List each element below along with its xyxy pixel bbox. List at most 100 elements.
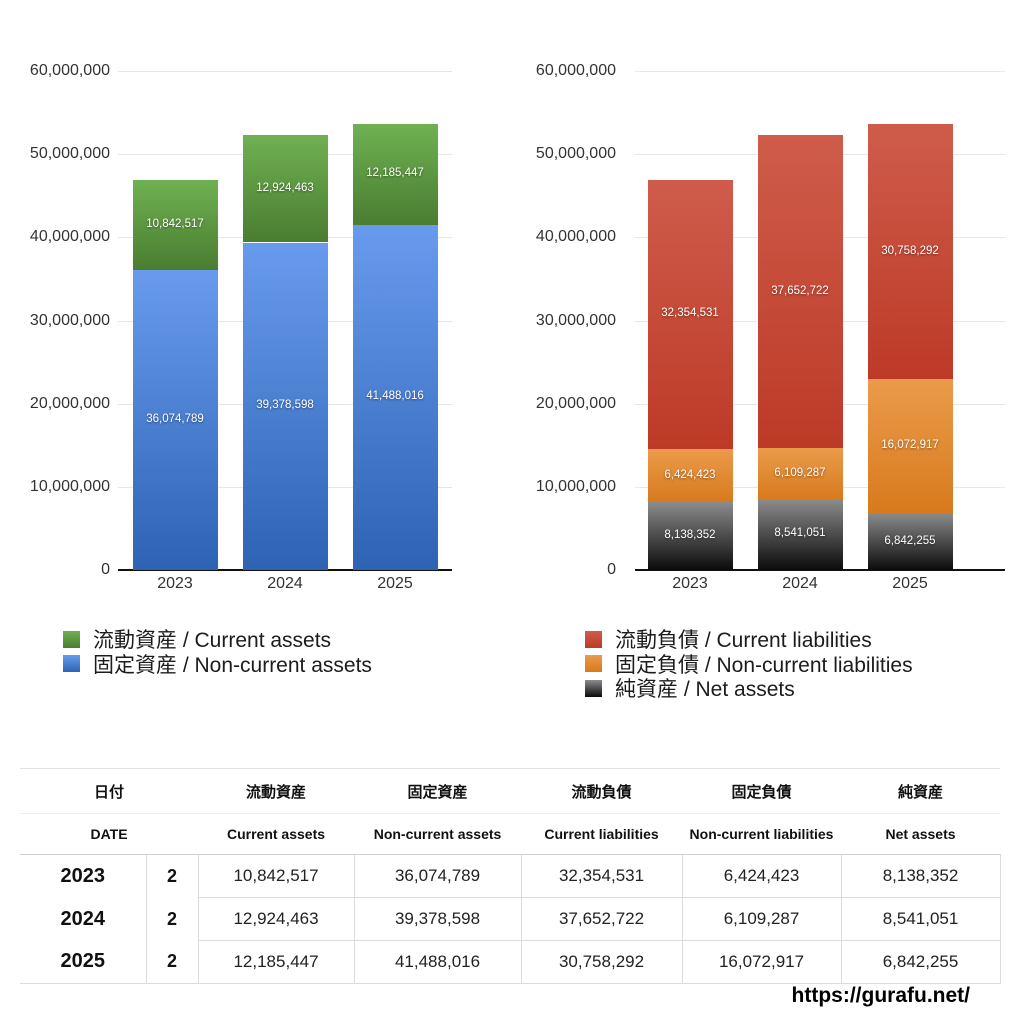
legend-color-swatch bbox=[585, 655, 602, 673]
en-header-cell: Current liabilities bbox=[521, 813, 683, 855]
bar-value-label: 6,424,423 bbox=[664, 468, 716, 481]
x-axis-category-label: 2024 bbox=[782, 575, 818, 592]
bar-segment bbox=[352, 123, 438, 225]
legend-item: 固定負債 / Non-current liabilities bbox=[585, 653, 913, 677]
jp-header-cell: 流動資産 bbox=[198, 768, 355, 814]
legend-color-swatch bbox=[63, 630, 80, 648]
legend-item: 固定資産 / Non-current assets bbox=[63, 653, 372, 677]
bar-value-label: 12,924,463 bbox=[256, 181, 314, 194]
value-cell: 37,652,722 bbox=[520, 897, 683, 941]
y-axis-tick-label: 0 bbox=[101, 561, 110, 578]
bar-segment bbox=[867, 123, 953, 380]
bar-value-label: 16,072,917 bbox=[881, 439, 939, 452]
year-cell: 2023 bbox=[60, 864, 106, 887]
bar-segment bbox=[757, 135, 843, 449]
bar-value-label: 10,842,517 bbox=[146, 217, 204, 230]
legend-label: 流動負債 / Current liabilities bbox=[615, 629, 872, 652]
value-cell: 8,138,352 bbox=[840, 854, 1001, 898]
value-cell: 8,541,051 bbox=[840, 897, 1001, 941]
en-header-cell: Non-current liabilities bbox=[682, 813, 842, 855]
value-cell: 10,842,517 bbox=[197, 854, 355, 898]
bar-value-label: 8,138,352 bbox=[664, 529, 716, 542]
year-cell: 2025 bbox=[60, 950, 106, 973]
value-cell: 6,424,423 bbox=[681, 854, 842, 898]
bar-segment bbox=[647, 502, 733, 570]
y-axis-tick-label: 10,000,000 bbox=[29, 477, 110, 495]
legend-color-swatch bbox=[63, 655, 80, 673]
bar-value-label: 37,652,722 bbox=[771, 284, 829, 297]
bar-value-label: 39,378,598 bbox=[256, 399, 314, 412]
x-axis-category-label: 2025 bbox=[892, 575, 928, 592]
count-cell: 2 bbox=[145, 940, 199, 984]
count-cell: 2 bbox=[145, 897, 199, 941]
y-axis-tick-label: 40,000,000 bbox=[29, 228, 110, 246]
bar-segment bbox=[867, 379, 953, 514]
legend-label: 固定負債 / Non-current liabilities bbox=[615, 653, 913, 677]
bar-value-label: 30,758,292 bbox=[881, 244, 939, 257]
year-cell: 2024 bbox=[60, 907, 106, 930]
y-axis-tick-label: 30,000,000 bbox=[29, 311, 110, 329]
jp-header-cell: 流動負債 bbox=[521, 768, 683, 814]
legend-color-swatch bbox=[585, 679, 602, 697]
y-axis-tick-label: 40,000,000 bbox=[535, 228, 616, 246]
bar-segment bbox=[647, 448, 733, 503]
bar-segment bbox=[132, 269, 218, 570]
site-url: https://gurafu.net/ bbox=[791, 984, 970, 1007]
bar-value-label: 41,488,016 bbox=[366, 390, 424, 403]
value-cell: 12,185,447 bbox=[197, 940, 355, 984]
bar-segment bbox=[757, 498, 843, 570]
table-row: 2025 2 12,185,447 41,488,016 30,758,292 16,07… bbox=[20, 940, 1001, 984]
en-header-cell: DATE bbox=[20, 813, 199, 855]
jp-header-cell: 固定負債 bbox=[682, 768, 842, 814]
gridline bbox=[118, 71, 452, 72]
x-axis-category-label: 2025 bbox=[377, 575, 413, 592]
jp-header-cell: 純資産 bbox=[841, 768, 1001, 814]
gridline bbox=[635, 71, 1005, 72]
data-table: 日付 流動資産 固定資産 流動負債 固定負債 純資産 DATE Current assets N… bbox=[20, 768, 1001, 984]
value-cell: 16,072,917 bbox=[681, 940, 842, 984]
value-cell: 12,924,463 bbox=[197, 897, 355, 941]
bar-value-label: 32,354,531 bbox=[661, 307, 719, 320]
y-axis-tick-label: 60,000,000 bbox=[535, 62, 616, 79]
value-cell: 6,109,287 bbox=[681, 897, 842, 941]
legend-color-swatch bbox=[585, 630, 602, 648]
bar-segment bbox=[647, 179, 733, 449]
y-axis-tick-label: 20,000,000 bbox=[535, 394, 616, 412]
value-cell: 39,378,598 bbox=[353, 897, 522, 941]
value-cell: 6,842,255 bbox=[840, 940, 1001, 984]
y-axis-tick-label: 60,000,000 bbox=[29, 62, 110, 79]
bar-segment bbox=[757, 448, 843, 499]
legend-label: 流動資産 / Current assets bbox=[93, 629, 332, 652]
legend-label: 固定資産 / Non-current assets bbox=[93, 653, 372, 677]
y-axis-tick-label: 50,000,000 bbox=[29, 145, 110, 163]
x-axis-category-label: 2023 bbox=[672, 575, 708, 592]
bar-segment bbox=[352, 224, 438, 570]
legend-item: 純資産 / Net assets bbox=[585, 677, 795, 701]
y-axis-tick-label: 50,000,000 bbox=[535, 145, 616, 163]
bar-value-label: 6,109,287 bbox=[774, 466, 826, 479]
bar-segment bbox=[132, 179, 218, 270]
en-header-cell: Non-current assets bbox=[354, 813, 522, 855]
count-cell: 2 bbox=[145, 854, 199, 898]
bar-segment bbox=[242, 135, 328, 243]
y-axis-tick-label: 20,000,000 bbox=[29, 394, 110, 412]
jp-header-cell: 固定資産 bbox=[354, 768, 522, 814]
value-cell: 41,488,016 bbox=[353, 940, 522, 984]
y-axis-tick-label: 10,000,000 bbox=[535, 477, 616, 495]
value-cell: 30,758,292 bbox=[520, 940, 683, 984]
value-cell: 36,074,789 bbox=[353, 854, 522, 898]
en-header-cell: Current assets bbox=[198, 813, 355, 855]
x-axis-category-label: 2023 bbox=[157, 575, 193, 592]
bar-value-label: 6,842,255 bbox=[884, 534, 936, 547]
balance-sheet-table: 日付 流動資産 固定資産 流動負債 固定負債 純資産 DATE Current assets N… bbox=[20, 768, 1001, 984]
x-axis-line bbox=[118, 569, 452, 571]
bar-value-label: 36,074,789 bbox=[146, 412, 204, 425]
bar-value-label: 8,541,051 bbox=[774, 527, 826, 540]
value-cell: 32,354,531 bbox=[520, 854, 683, 898]
bar-segment bbox=[242, 242, 328, 570]
y-axis-tick-label: 30,000,000 bbox=[535, 311, 616, 329]
bar-segment bbox=[867, 513, 953, 570]
y-axis-tick-label: 0 bbox=[607, 561, 616, 578]
table-row: 2024 2 12,924,463 39,378,598 37,652,722 6,109… bbox=[20, 897, 1001, 941]
